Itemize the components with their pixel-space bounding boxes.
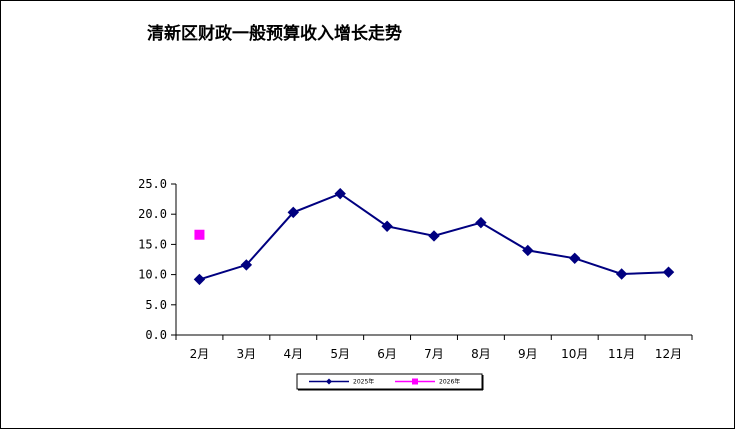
x-tick-label: 4月 bbox=[283, 347, 303, 361]
data-point-diamond bbox=[569, 252, 581, 264]
legend-label: 2025年 bbox=[353, 378, 374, 386]
y-tick-label: 5.0 bbox=[145, 298, 167, 312]
x-tick-label: 10月 bbox=[561, 347, 588, 361]
legend-label: 2026年 bbox=[439, 378, 460, 386]
data-point-diamond bbox=[240, 259, 253, 271]
data-point-square bbox=[194, 229, 205, 240]
data-point-diamond bbox=[615, 268, 628, 280]
chart-title: 清新区财政一般预算收入增长走势 bbox=[147, 24, 402, 44]
y-tick-label: 20.0 bbox=[138, 207, 167, 221]
x-tick-label: 7月 bbox=[424, 347, 444, 361]
x-tick-label: 3月 bbox=[237, 347, 257, 361]
data-point-diamond bbox=[334, 187, 346, 200]
x-tick-label: 6月 bbox=[377, 347, 397, 361]
data-point-diamond bbox=[428, 230, 440, 242]
data-point-diamond bbox=[475, 216, 487, 229]
series-2 bbox=[194, 229, 205, 240]
data-point-diamond bbox=[522, 244, 534, 257]
legend-box bbox=[296, 373, 483, 390]
y-tick-label: 10.0 bbox=[138, 268, 167, 282]
y-tick-label: 25.0 bbox=[138, 177, 167, 191]
x-tick-label: 8月 bbox=[471, 347, 491, 361]
x-tick-label: 5月 bbox=[330, 347, 350, 361]
legend-marker-diamond bbox=[326, 378, 332, 385]
legend: 2025年 2026年 bbox=[296, 373, 484, 391]
y-tick-label: 0.0 bbox=[145, 328, 167, 342]
series-1 bbox=[193, 187, 675, 286]
data-point-diamond bbox=[381, 220, 393, 232]
data-point-diamond bbox=[662, 266, 675, 278]
axes: 0.0 5.0 10.0 15.0 20.0 25.0 2月 3月 4月 5月 6月 7月 8月 9月 10… bbox=[138, 177, 693, 361]
x-tick-label: 9月 bbox=[518, 347, 538, 361]
data-point-diamond bbox=[193, 273, 206, 286]
data-point-diamond bbox=[287, 206, 299, 219]
y-tick-label: 15.0 bbox=[138, 237, 167, 251]
x-tick-label: 11月 bbox=[608, 347, 635, 361]
x-tick-label: 12月 bbox=[655, 347, 682, 361]
x-tick-label: 2月 bbox=[190, 347, 210, 361]
legend-marker-square bbox=[412, 378, 418, 385]
series-layer bbox=[193, 187, 675, 286]
